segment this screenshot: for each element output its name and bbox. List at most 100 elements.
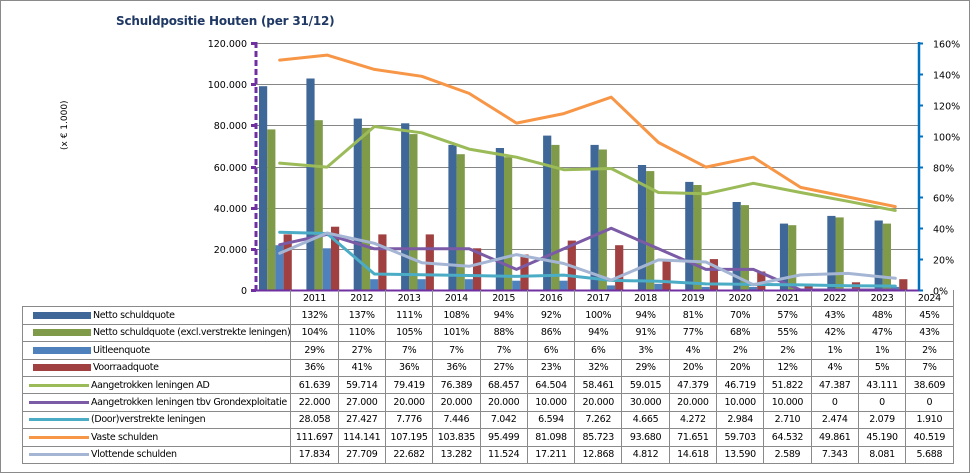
data-table: 2011 2012 2013 2014 2015 2016 2017 2018 2019 2020…	[21, 290, 954, 464]
x-tick-label: 2017	[574, 290, 623, 308]
bar-uitleenquote-2021	[749, 286, 758, 290]
data-label: 2.984	[716, 410, 765, 430]
y-tick-label: 40.000	[214, 204, 247, 215]
data-label: 4%	[668, 341, 718, 360]
table-row: Aangetrokken leningen tbv Grondexploitat…	[21, 393, 954, 412]
data-label: 85.723	[574, 428, 623, 447]
data-label: 1.910	[905, 410, 954, 430]
data-label: 59.714	[337, 375, 386, 395]
bar-netto-schuldquote-2019	[637, 165, 647, 290]
bar-uitleenquote-2024	[891, 286, 900, 290]
data-label: 0	[905, 393, 954, 412]
y2-tick-label: 120%	[933, 102, 960, 113]
bar-netto-schuldquote-excl-verstrekte-leningen--2022	[788, 225, 797, 290]
data-label: 59.703	[716, 428, 765, 447]
data-label: 6%	[574, 341, 623, 360]
x-tick-label: 2012	[337, 290, 386, 308]
bar-netto-schuldquote-excl-verstrekte-leningen--2017	[551, 144, 560, 290]
data-label: 0	[857, 393, 907, 412]
y-tick-label: 80.000	[214, 121, 247, 132]
data-label: 7%	[479, 341, 528, 360]
data-label: 7.446	[432, 410, 481, 430]
bar-netto-schuldquote-2021	[732, 202, 741, 290]
x-tick-label: 2018	[621, 290, 670, 308]
data-label: 58.461	[574, 375, 623, 395]
data-label: 8.081	[857, 445, 907, 464]
data-label: 42%	[810, 323, 859, 343]
bar-uitleenquote-2017	[559, 280, 568, 290]
bar-netto-schuldquote-excl-verstrekte-leningen--2024	[882, 223, 891, 290]
data-label: 77%	[668, 323, 718, 343]
data-label: 2.710	[763, 410, 812, 430]
data-label: 43.111	[857, 375, 907, 395]
data-label: 10.000	[716, 393, 765, 412]
data-label: 20.000	[384, 393, 434, 412]
x-tick-label: 2015	[479, 290, 528, 308]
data-label: 7%	[905, 358, 954, 377]
data-label: 20.000	[432, 393, 481, 412]
bar-netto-schuldquote-excl-verstrekte-leningen--2013	[361, 127, 371, 291]
data-label: 68.457	[479, 375, 528, 395]
data-label: 41%	[337, 358, 386, 377]
legend-key-bar	[33, 329, 91, 337]
line-vaste-schulden	[278, 53, 897, 209]
bar-voorraadquote-2022	[804, 283, 813, 290]
bar-voorraadquote-2019	[662, 259, 671, 290]
bar-netto-schuldquote-excl-verstrekte-leningen--2012	[314, 120, 323, 290]
bar-netto-schuldquote-excl-verstrekte-leningen--2021	[740, 205, 749, 290]
legend-label: Vlottende schulden	[91, 449, 177, 461]
data-label: 12%	[763, 358, 812, 377]
data-label: 27%	[479, 358, 528, 377]
data-label: 6%	[526, 341, 576, 360]
table-row: Voorraadquote 36% 41% 36% 36% 27% 23% 32% 29% 20%…	[21, 358, 954, 377]
data-label: 94%	[574, 323, 623, 343]
data-label: 64.504	[526, 375, 576, 395]
data-label: 47.379	[668, 375, 718, 395]
data-label: 3%	[621, 341, 670, 360]
x-tick-label: 2020	[716, 290, 765, 308]
data-label: 57%	[763, 306, 812, 325]
legend-label: Aangetrokken leningen AD	[91, 379, 210, 391]
legend-key-bar	[33, 346, 91, 354]
x-tick-label: 2022	[810, 290, 859, 308]
data-label: 2%	[716, 341, 765, 360]
data-label: 137%	[337, 306, 386, 325]
y-tick-label: 60.000	[214, 163, 247, 174]
legend-key-line	[29, 435, 89, 439]
data-label: 2.079	[857, 410, 907, 430]
data-label: 29%	[621, 358, 670, 377]
data-label: 59.015	[621, 375, 670, 395]
data-label: 36%	[432, 358, 481, 377]
data-label: 81.098	[526, 428, 576, 447]
data-label: 132%	[290, 306, 339, 325]
x-tick-label: 2016	[526, 290, 576, 308]
data-label: 5%	[857, 358, 907, 377]
x-tick-label: 2013	[384, 290, 434, 308]
data-label: 2%	[905, 341, 954, 360]
data-label: 93.680	[621, 428, 670, 447]
data-label: 111%	[384, 306, 434, 325]
data-label: 64.532	[763, 428, 812, 447]
data-label: 4.812	[621, 445, 670, 464]
legend-label: Uitleenquote	[93, 344, 150, 356]
bar-voorraadquote-2012	[331, 226, 340, 290]
x-tick-label: 2014	[432, 290, 481, 308]
data-label: 29%	[290, 341, 339, 360]
data-label: 1%	[810, 341, 859, 360]
y2-tick-label: 140%	[933, 71, 960, 82]
data-label: 40.519	[905, 428, 954, 447]
data-label: 28.058	[290, 410, 339, 430]
data-label: 70%	[716, 306, 765, 325]
data-label: 4%	[810, 358, 859, 377]
data-label: 27.709	[337, 445, 386, 464]
bar-netto-schuldquote-2013	[353, 118, 362, 290]
data-label: 7.343	[810, 445, 859, 464]
bar-netto-schuldquote-2024	[874, 220, 883, 290]
bar-voorraadquote-2015	[473, 248, 482, 290]
data-label: 27.427	[337, 410, 386, 430]
data-label: 38.609	[905, 375, 954, 395]
bar-uitleenquote-2012	[322, 248, 331, 290]
data-label: 7.776	[384, 410, 434, 430]
data-label: 23%	[526, 358, 576, 377]
data-label: 61.639	[290, 375, 339, 395]
